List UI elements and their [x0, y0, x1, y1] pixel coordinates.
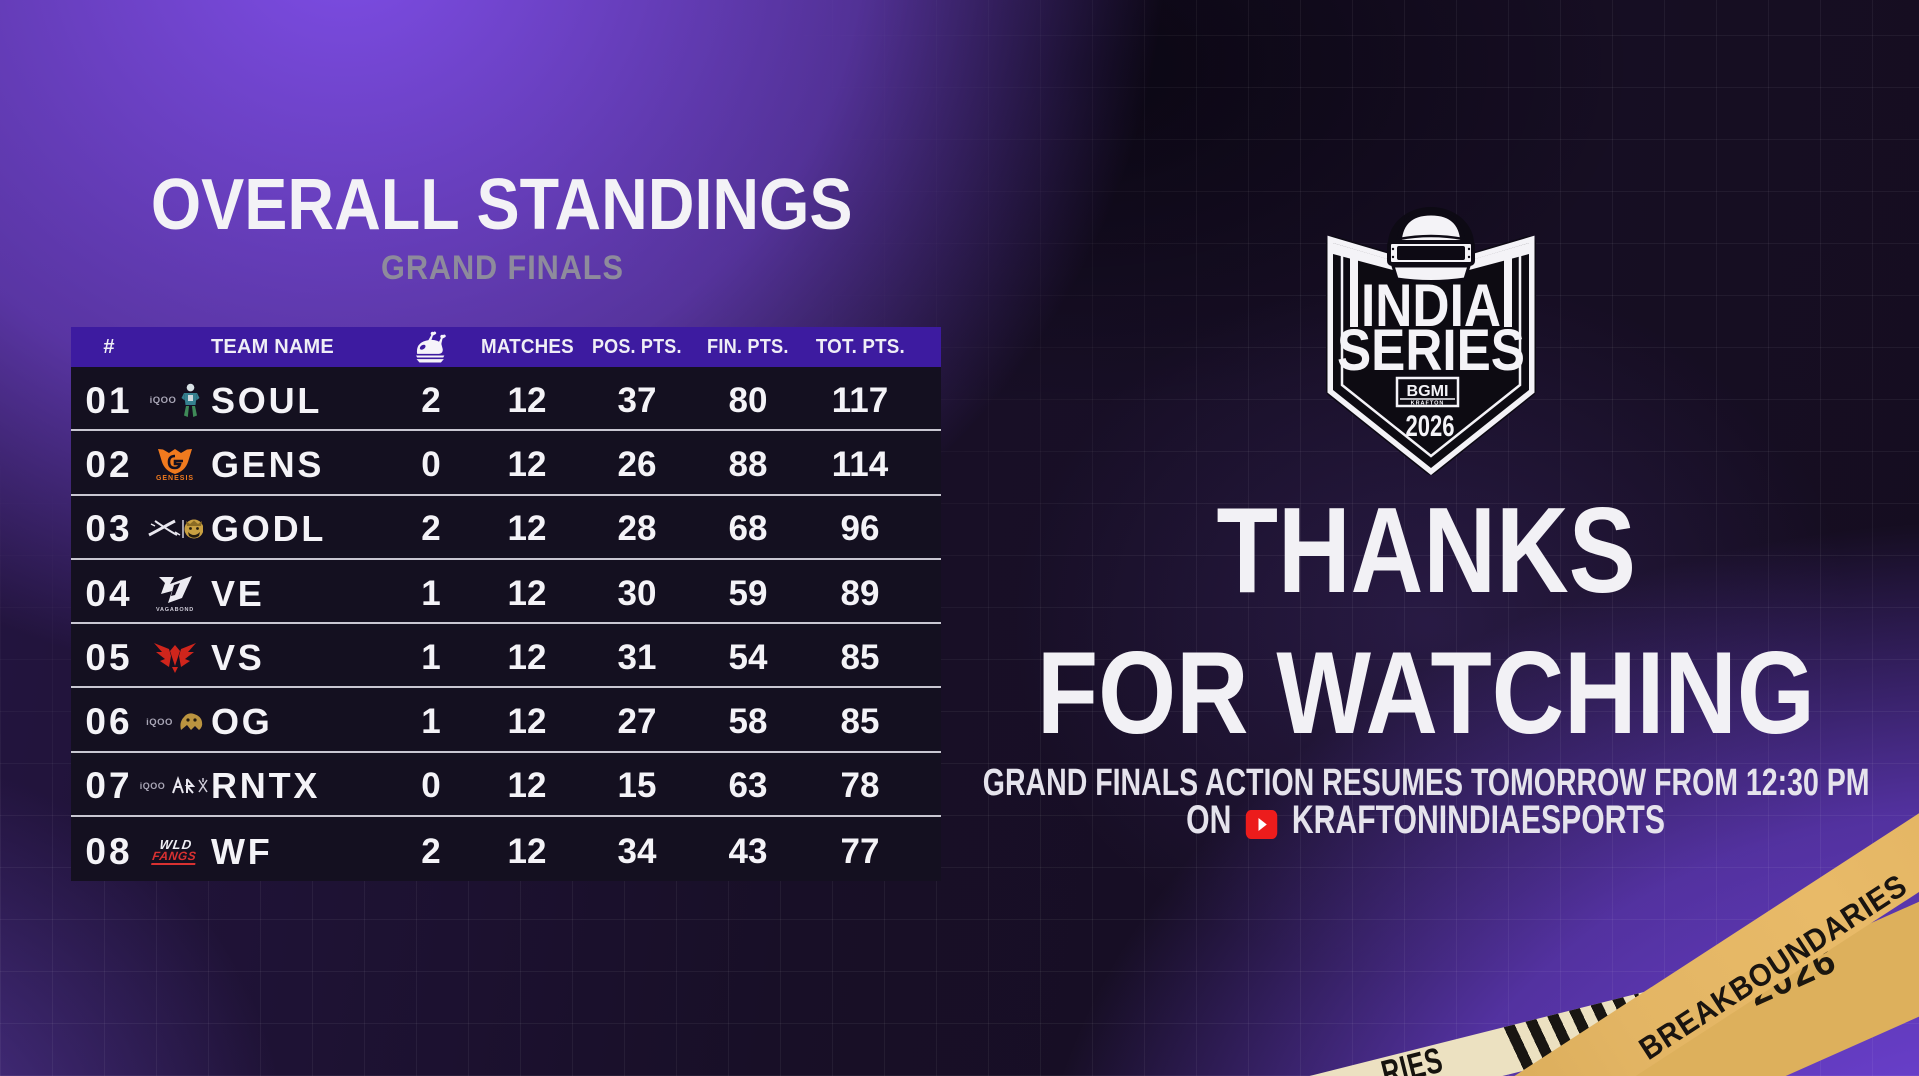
svg-text:INDIA: INDIA: [1361, 272, 1501, 339]
svg-text:BGMI: BGMI: [1407, 383, 1449, 400]
svg-text:KRAFTON: KRAFTON: [1411, 401, 1445, 407]
svg-text:SERIES: SERIES: [1337, 318, 1525, 383]
svg-text:2026: 2026: [1406, 410, 1455, 443]
